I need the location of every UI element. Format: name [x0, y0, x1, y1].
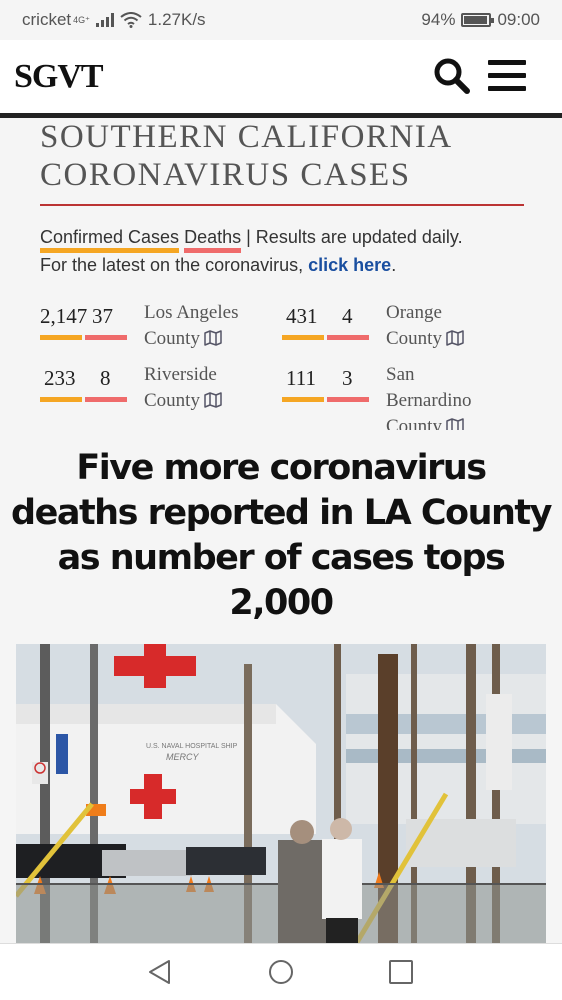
- clock: 09:00: [497, 10, 540, 29]
- latest-prefix: For the latest on the coronavirus,: [40, 255, 309, 275]
- title-divider: [40, 204, 524, 206]
- ship-caption-line2: MERCY: [166, 752, 199, 762]
- map-icon[interactable]: [446, 418, 464, 430]
- county-orange[interactable]: 431 4 Orange County: [282, 302, 522, 364]
- county-name: Orange County: [386, 300, 516, 352]
- county-name-line2: County: [144, 390, 200, 411]
- county-name-line3-wrap: County: [386, 414, 516, 430]
- confirmed-bar: [282, 397, 324, 402]
- confirmed-bar: [40, 397, 82, 402]
- county-los-angeles[interactable]: 2,147 37 Los Angeles County: [40, 302, 280, 364]
- legend-note: | Results are updated daily.: [241, 227, 463, 247]
- legend-deaths: Deaths: [184, 227, 242, 253]
- county-name-line1: Orange: [386, 302, 442, 323]
- confirmed-count: 233: [44, 366, 76, 390]
- deaths-count: 37: [92, 304, 113, 328]
- county-name-line2-wrap: County: [144, 388, 274, 414]
- site-header: SGVT: [0, 40, 562, 118]
- county-name-line2: County: [144, 328, 200, 349]
- county-name: San Bernardino County: [386, 362, 516, 430]
- map-icon[interactable]: [204, 392, 222, 408]
- deaths-count: 3: [342, 366, 353, 390]
- back-triangle-icon[interactable]: [145, 957, 175, 987]
- home-circle-icon[interactable]: [266, 957, 296, 987]
- county-san-bernardino[interactable]: 111 3 San Bernardino County: [282, 364, 522, 430]
- county-riverside[interactable]: 233 8 Riverside County: [40, 364, 280, 426]
- status-bar: cricket 4G⁺ 1.27K/s 94% 09:00: [0, 0, 562, 40]
- confirmed-count: 111: [286, 366, 316, 390]
- legend: Confirmed Cases Deaths | Results are upd…: [40, 227, 463, 253]
- recents-square-icon[interactable]: [386, 957, 416, 987]
- carrier-name: cricket: [22, 10, 72, 29]
- county-name-line1: San: [386, 364, 415, 385]
- coronavirus-cases-widget: SOUTHERN CALIFORNIA CORONAVIRUS CASES Co…: [0, 118, 562, 430]
- wifi-icon: [120, 12, 142, 28]
- county-name-line2: Bernardino: [386, 390, 472, 411]
- hamburger-menu-icon[interactable]: [488, 60, 526, 94]
- deaths-bar: [327, 335, 369, 340]
- widget-title-line2: CORONAVIRUS CASES: [40, 157, 411, 193]
- deaths-count: 4: [342, 304, 353, 328]
- search-icon[interactable]: [432, 56, 472, 96]
- county-name-line3: County: [386, 416, 442, 430]
- deaths-bar: [85, 335, 127, 340]
- article-headline[interactable]: Five more coronavirus deaths reported in…: [11, 448, 552, 623]
- county-name-line2-wrap: County: [144, 326, 274, 352]
- site-logo[interactable]: SGVT: [14, 58, 104, 95]
- confirmed-bar: [40, 335, 82, 340]
- county-name-line1: Los Angeles: [144, 302, 239, 323]
- confirmed-count: 2,147: [40, 304, 88, 328]
- county-name-line2: County: [386, 328, 442, 349]
- latest-note: For the latest on the coronavirus, click…: [40, 255, 396, 276]
- county-name-line1: Riverside: [144, 364, 217, 385]
- confirmed-bar: [282, 335, 324, 340]
- deaths-bar: [85, 397, 127, 402]
- signal-icon: [95, 13, 114, 27]
- map-icon[interactable]: [204, 330, 222, 346]
- latest-suffix: .: [391, 255, 397, 275]
- battery-percent: 94%: [421, 10, 456, 29]
- network-speed: 1.27K/s: [147, 10, 206, 29]
- county-name: Los Angeles County: [144, 300, 274, 352]
- county-name: Riverside County: [144, 362, 274, 414]
- click-here-link[interactable]: click here: [308, 255, 392, 275]
- status-left: cricket 4G⁺ 1.27K/s: [22, 10, 206, 30]
- hospital-ship-scene: U.S. NAVAL HOSPITAL SHIP MERCY: [16, 644, 546, 944]
- article-photo[interactable]: U.S. NAVAL HOSPITAL SHIP MERCY: [16, 644, 546, 944]
- legend-confirmed: Confirmed Cases: [40, 227, 180, 253]
- network-type: 4G⁺: [73, 14, 90, 25]
- system-nav-bar: [0, 943, 562, 1000]
- confirmed-count: 431: [286, 304, 318, 328]
- ship-caption-line1: U.S. NAVAL HOSPITAL SHIP: [146, 743, 238, 750]
- deaths-bar: [327, 397, 369, 402]
- county-name-line2-wrap: County: [386, 326, 516, 352]
- widget-title: SOUTHERN CALIFORNIA CORONAVIRUS CASES: [40, 118, 520, 194]
- battery-icon: [461, 13, 495, 27]
- map-icon[interactable]: [446, 330, 464, 346]
- status-right: 94% 09:00: [421, 10, 540, 30]
- widget-title-line1: SOUTHERN CALIFORNIA: [40, 119, 453, 155]
- deaths-count: 8: [100, 366, 111, 390]
